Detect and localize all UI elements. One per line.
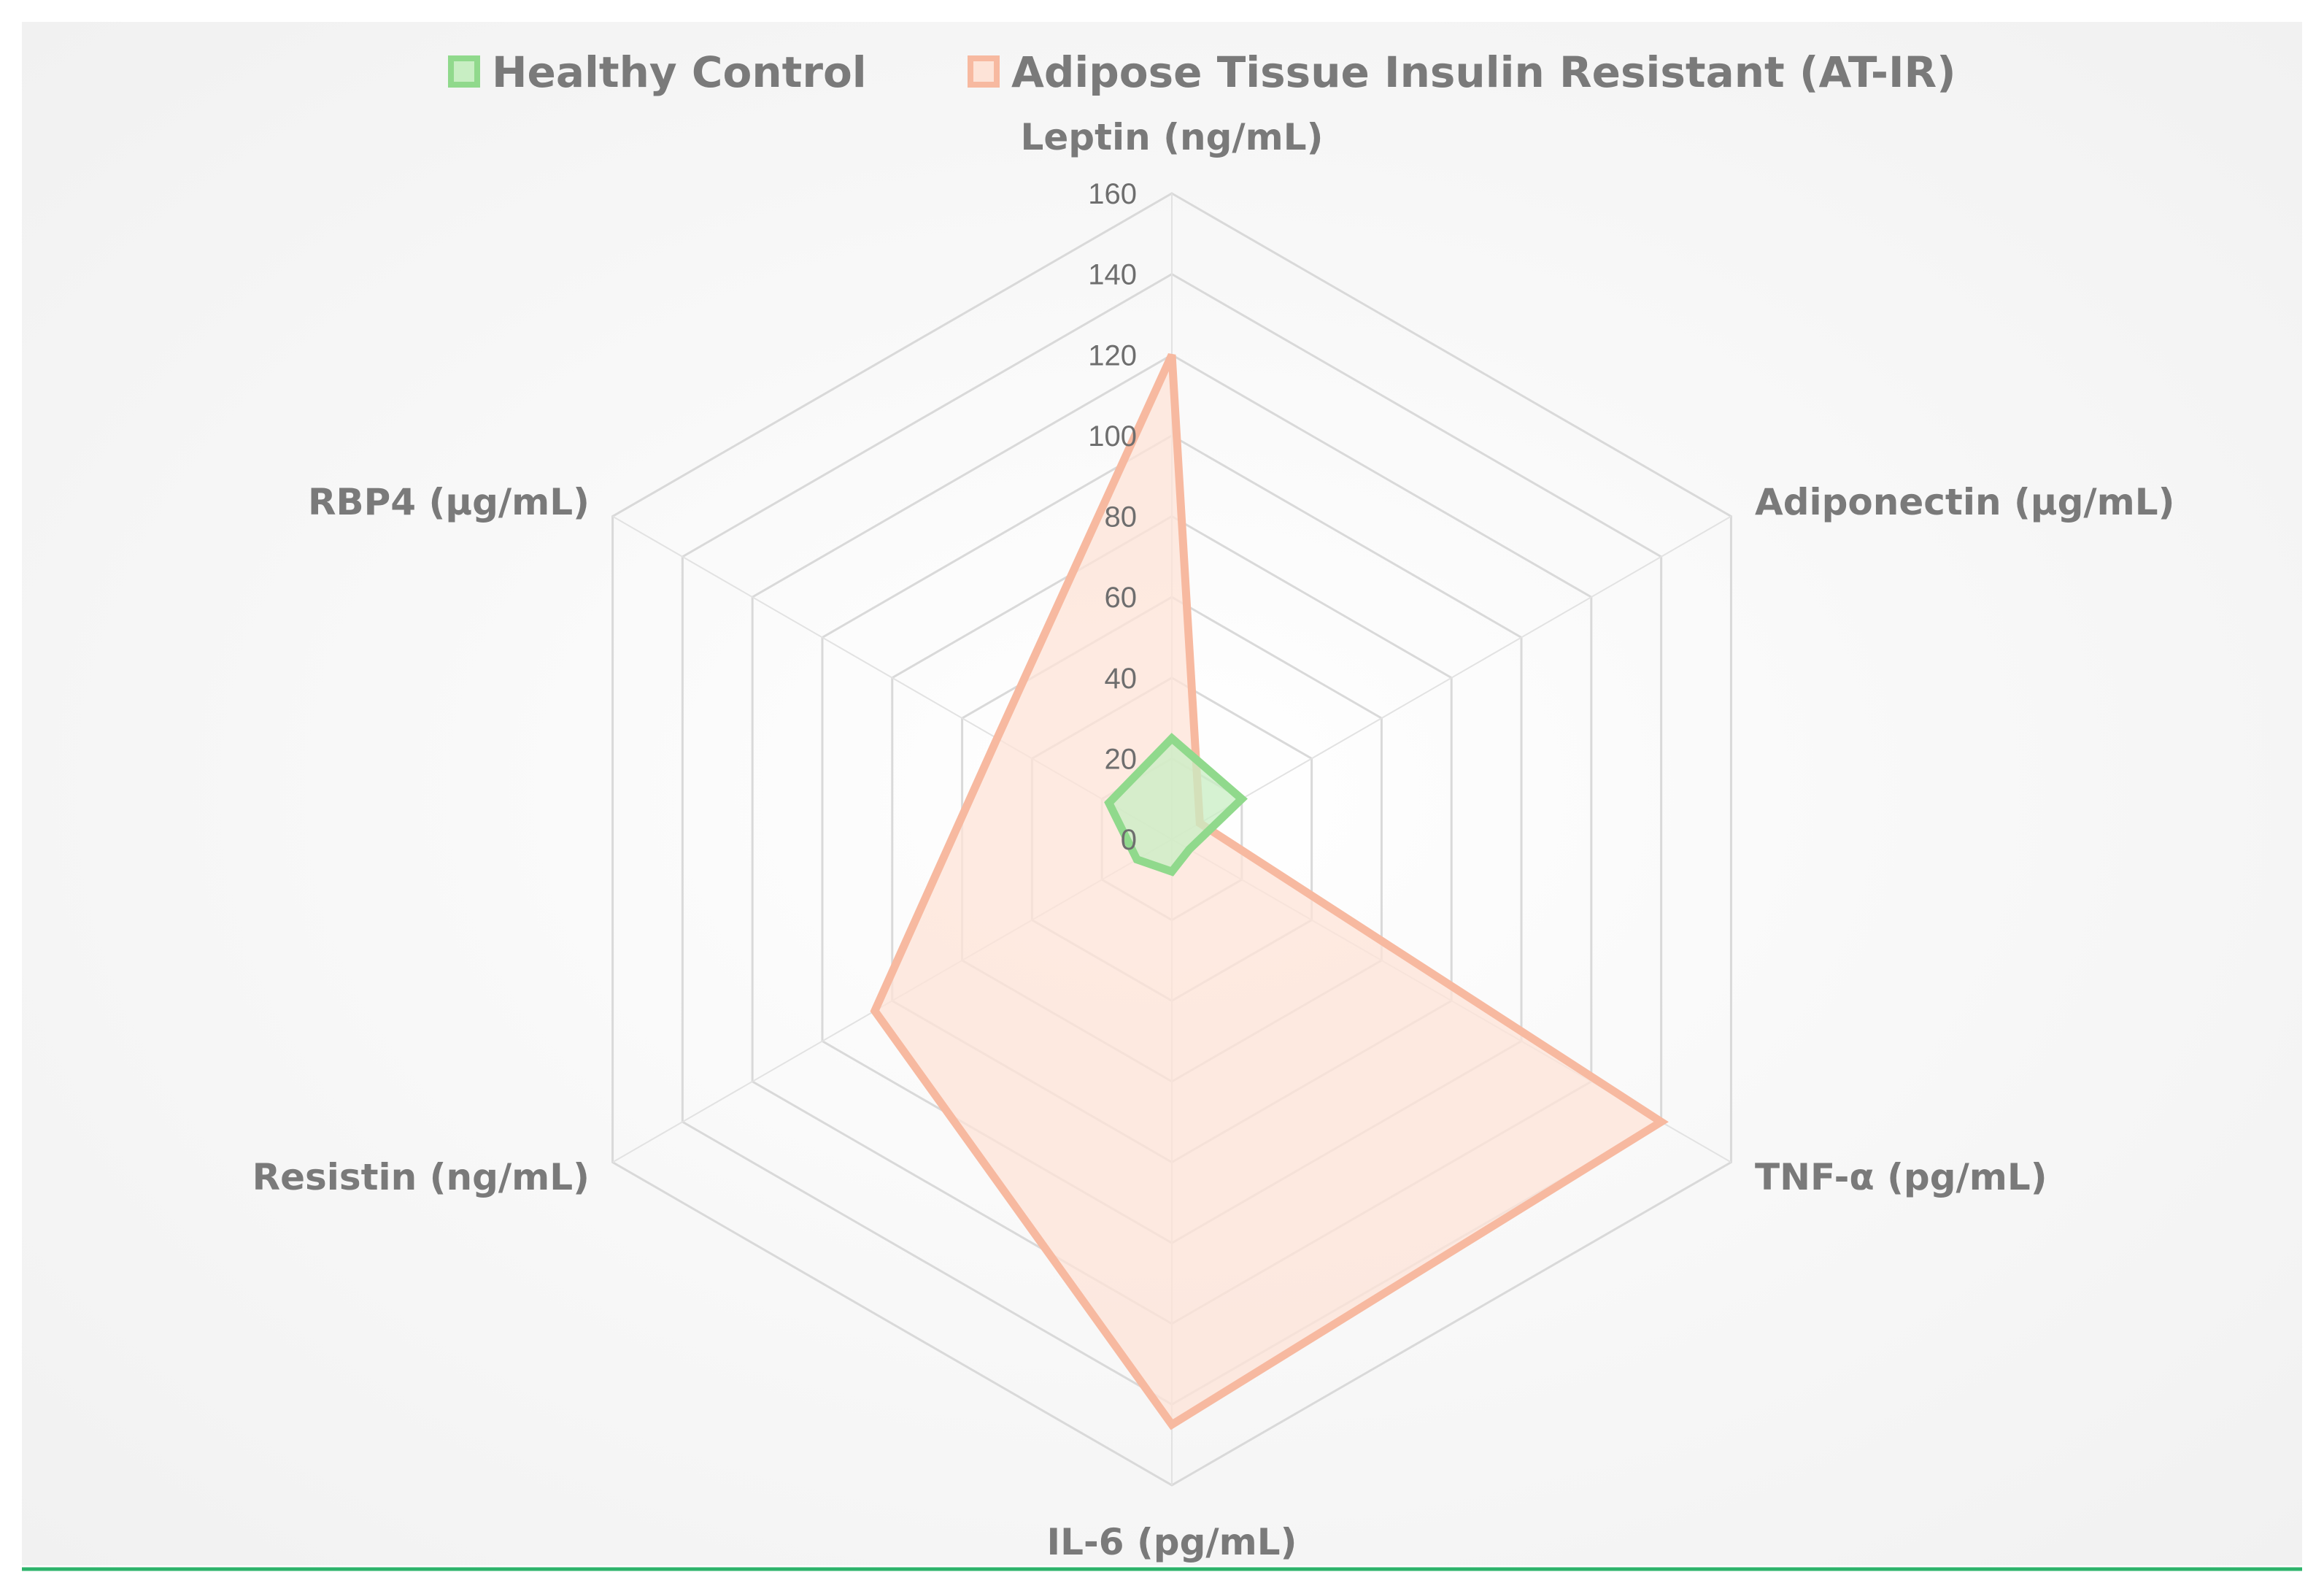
tick-label: 60 <box>1105 582 1138 614</box>
legend-item: Healthy Control <box>448 47 867 97</box>
axis-label: IL-6 (pg/mL) <box>1047 1521 1297 1563</box>
legend-label: Healthy Control <box>492 47 867 97</box>
tick-label: 140 <box>1088 259 1137 291</box>
axis-label: Adiponectin (µg/mL) <box>1755 481 2174 523</box>
legend-swatch <box>448 55 480 88</box>
tick-label: 80 <box>1105 501 1138 533</box>
legend-item: Adipose Tissue Insulin Resistant (AT-IR) <box>968 47 1956 97</box>
axis-label: TNF-α (pg/mL) <box>1755 1156 2047 1198</box>
radar-series <box>870 353 1669 1430</box>
legend-swatch <box>968 55 1000 88</box>
tick-label: 40 <box>1105 663 1138 695</box>
radial-tick-labels: 0 20 40 60 80 100 120 140 160 <box>1088 178 1137 856</box>
axis-label: RBP4 (µg/mL) <box>308 481 590 523</box>
legend: Healthy Control Adipose Tissue Insulin Re… <box>448 47 1956 97</box>
tick-label: 160 <box>1088 178 1137 210</box>
legend-label: Adipose Tissue Insulin Resistant (AT-IR) <box>1011 47 1956 97</box>
tick-label: 0 <box>1121 824 1137 856</box>
tick-label: 120 <box>1088 339 1137 371</box>
series-area-0 <box>1104 733 1248 877</box>
axis-label: Leptin (ng/mL) <box>1021 116 1324 158</box>
axis-labels: Leptin (ng/mL) Adiponectin (µg/mL) TNF-α (… <box>252 116 2175 1563</box>
tick-label: 20 <box>1105 743 1138 775</box>
grid-spoke <box>1171 515 1732 840</box>
tick-label: 100 <box>1088 420 1137 452</box>
axis-label: Resistin (ng/mL) <box>252 1156 590 1198</box>
